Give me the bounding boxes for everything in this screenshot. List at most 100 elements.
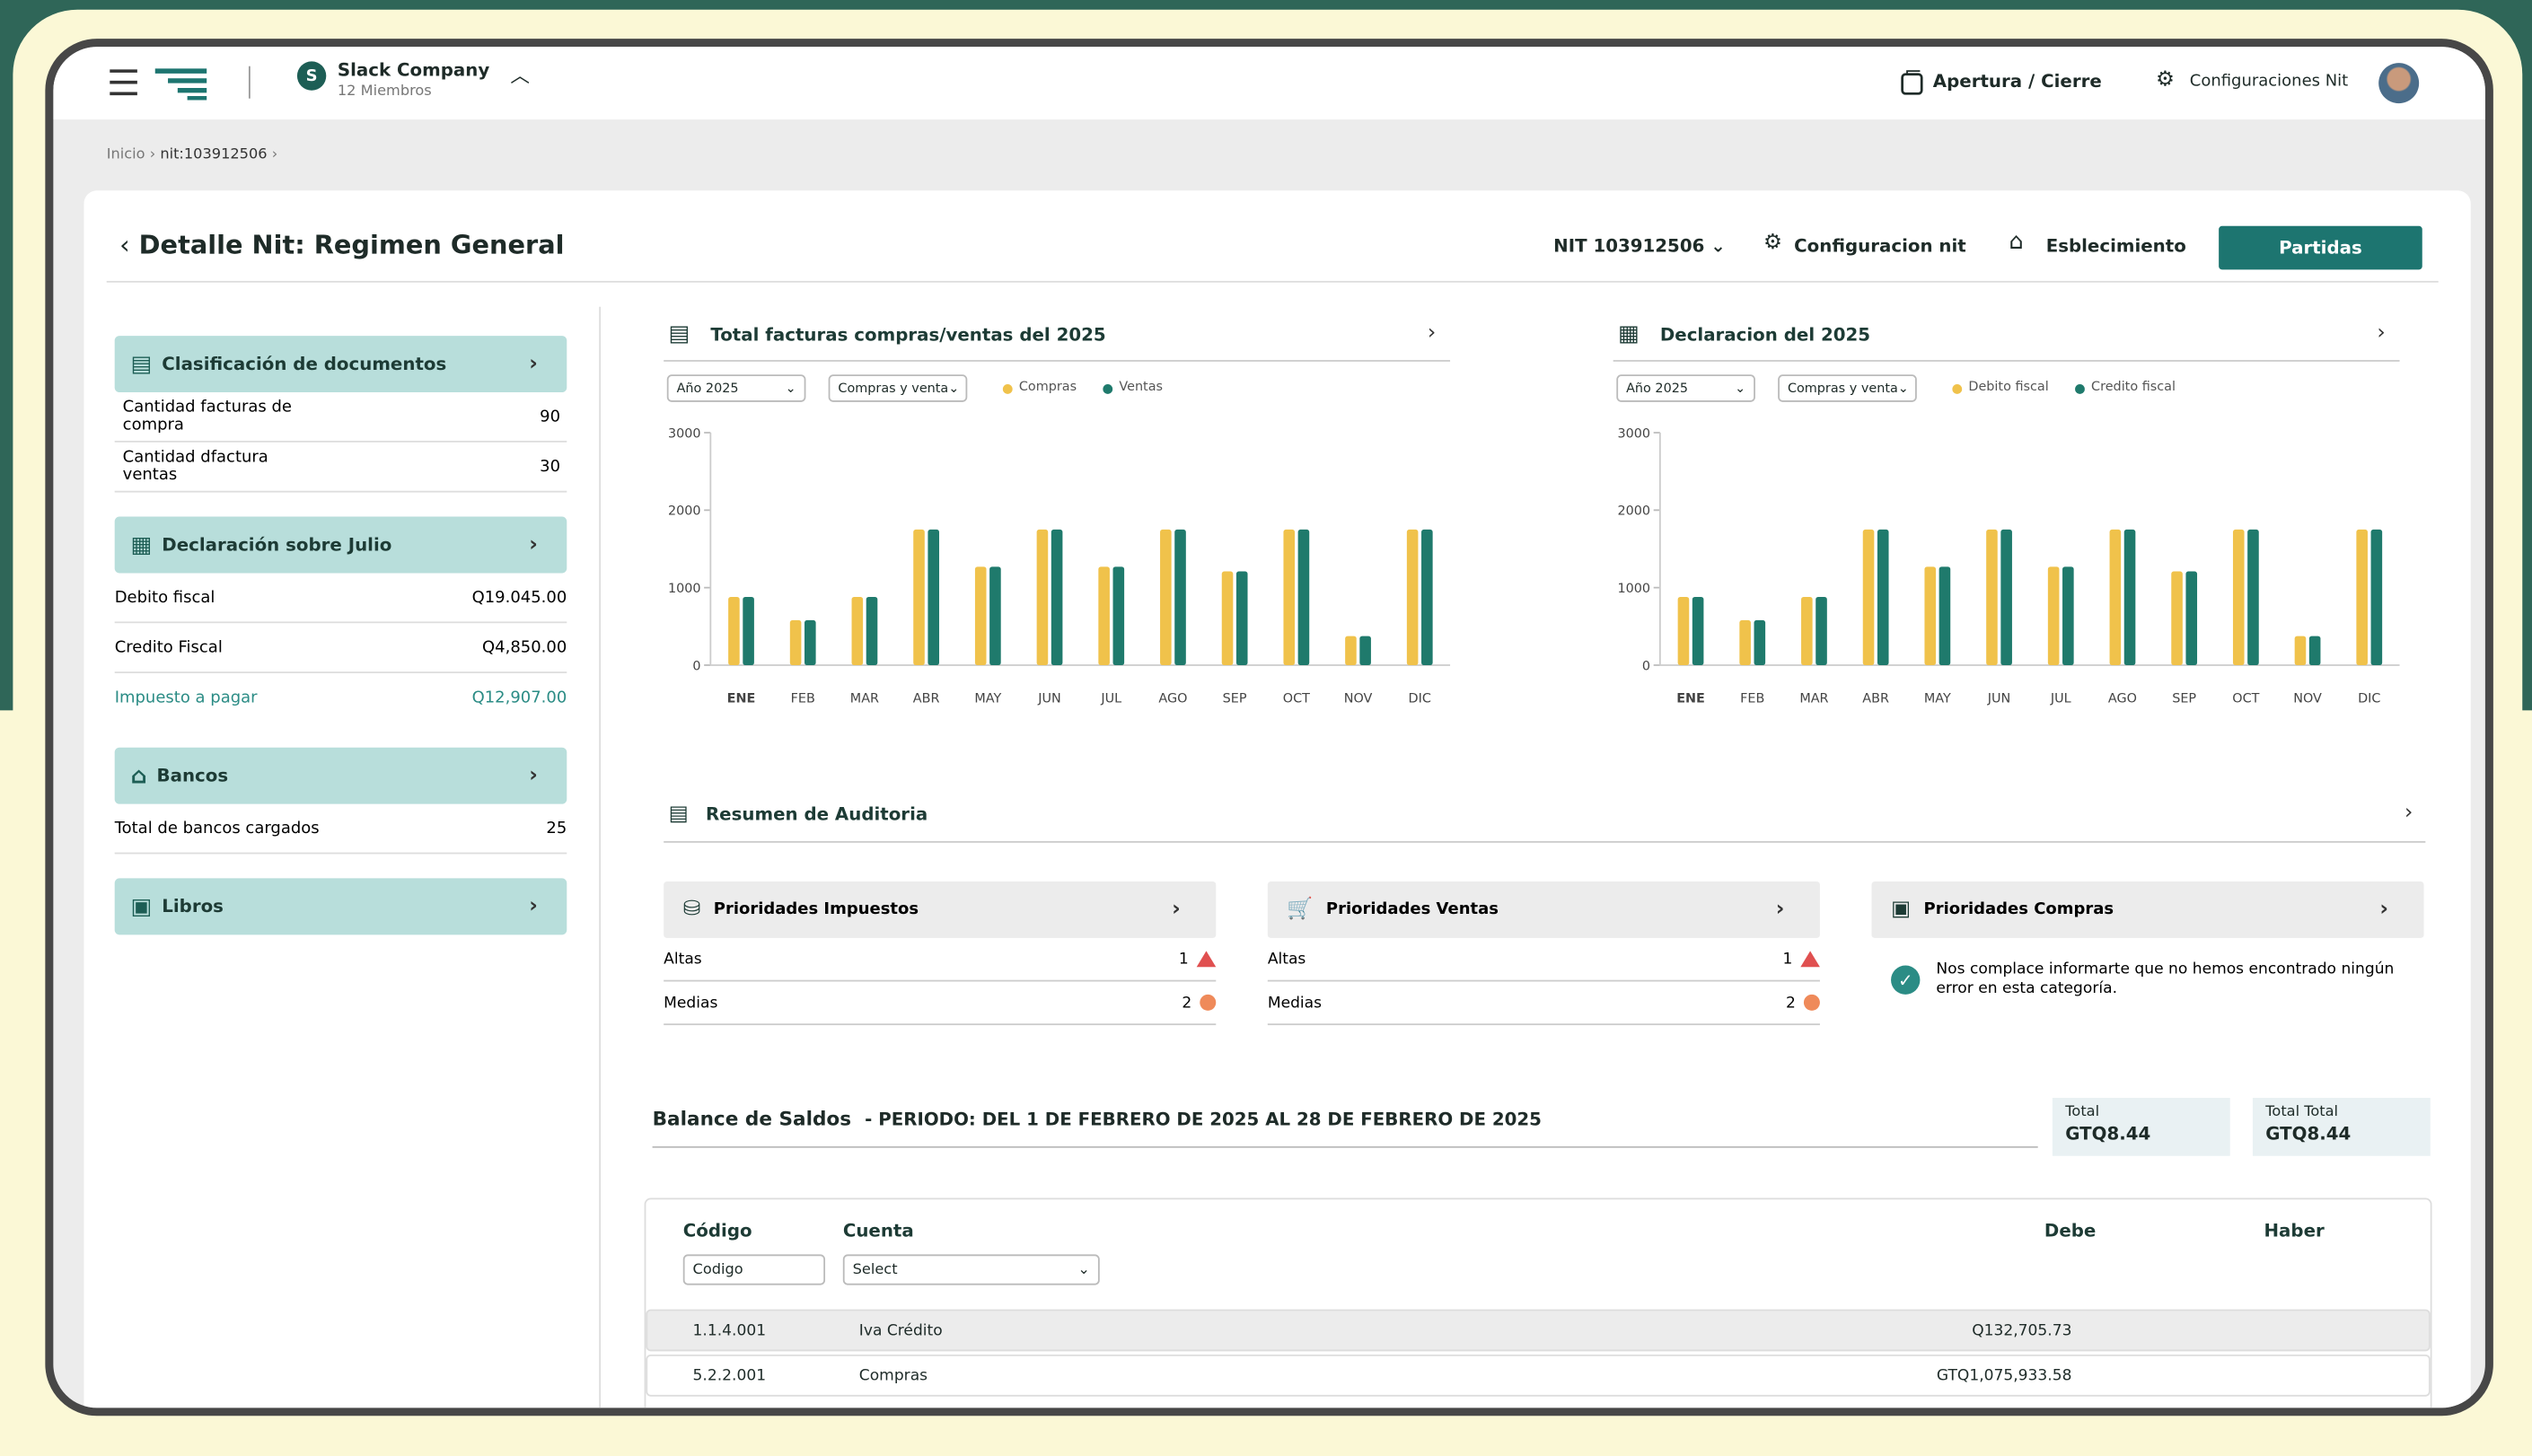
audit-card-chevron: › <box>1775 897 1785 922</box>
column-filter[interactable]: Codigo <box>682 1254 826 1285</box>
column-header: Haber <box>2264 1220 2325 1242</box>
priority-count: 2 <box>1786 993 1796 1012</box>
divider <box>599 306 602 1408</box>
section-icon: ▤ <box>130 351 153 377</box>
x-tick-label: MAR <box>1799 691 1828 706</box>
row-value: 30 <box>540 457 561 476</box>
priority-row: Altas 1 <box>664 938 1217 982</box>
bar <box>1283 529 1296 665</box>
row-label: Debito fiscal <box>114 588 215 607</box>
priority-badge <box>1196 951 1217 968</box>
audit-chevron[interactable]: › <box>2404 801 2413 826</box>
priority-row: Medias 2 <box>664 981 1217 1026</box>
apertura-link[interactable]: Apertura / Cierre <box>1932 71 2102 92</box>
bar <box>2356 529 2368 665</box>
cell-account: Iva Crédito <box>858 1321 943 1340</box>
x-tick-label: SEP <box>2172 691 2196 706</box>
breadcrumb-item[interactable]: nit:103912506 <box>160 146 268 163</box>
chart-title: Total facturas compras/ventas del 2025 <box>710 324 1106 346</box>
config-link[interactable]: Configuraciones Nit <box>2189 72 2349 91</box>
top-bar: S Slack Company 12 Miembros ︿ Apertura /… <box>53 47 2485 120</box>
legend-label: Compras <box>1018 379 1077 394</box>
chart-chevron[interactable]: › <box>2377 320 2386 346</box>
section-title: Clasificación de documentos <box>162 353 447 375</box>
row-label: Total de bancos cargados <box>114 819 320 838</box>
table-row[interactable]: 1.1.4.001 Iva Crédito Q132,705.73 <box>646 1309 2431 1352</box>
bar <box>1051 529 1063 665</box>
y-tick-label: 1000 <box>1617 582 1650 596</box>
bar <box>913 529 925 665</box>
x-tick-label: DIC <box>1409 691 1431 706</box>
priority-count-wrap: 1 <box>1179 950 1217 968</box>
filter-select[interactable]: Compras y venta ⌄ <box>828 374 968 402</box>
bar <box>1221 571 1234 665</box>
bar <box>866 597 878 665</box>
breadcrumb-item[interactable]: Inicio <box>106 146 145 163</box>
device: S Slack Company 12 Miembros ︿ Apertura /… <box>45 39 2493 1417</box>
audit-message: Nos complace informarte que no hemos enc… <box>1936 960 2395 998</box>
total-value: GTQ8.44 <box>2265 1123 2352 1145</box>
y-tick-label: 0 <box>692 659 700 673</box>
audit-card-header[interactable]: ▣ Prioridades Compras › <box>1871 881 2424 938</box>
chart-chevron[interactable]: › <box>1427 320 1437 346</box>
legend-dot <box>2075 384 2085 394</box>
section-icon: ▣ <box>130 893 153 920</box>
priority-count-wrap: 1 <box>1782 950 1820 968</box>
legend-label: Credito fiscal <box>2091 379 2176 394</box>
priority-label: Medias <box>664 993 718 1012</box>
audit-card-icon: ⛁ <box>682 897 701 922</box>
establecimiento-link[interactable]: Esblecimiento <box>2045 235 2186 257</box>
column-filter[interactable]: Select ⌄ <box>842 1254 1100 1285</box>
bar <box>1754 619 1766 665</box>
section-header[interactable]: ▤ Clasificación de documentos › <box>114 336 567 393</box>
x-tick-label: MAY <box>974 691 1001 706</box>
audit-card-header[interactable]: 🛒 Prioridades Ventas › <box>1267 881 1820 938</box>
bar <box>1359 636 1371 665</box>
x-tick-label: MAR <box>850 691 879 706</box>
x-tick-label: JUL <box>2050 691 2071 706</box>
back-button[interactable]: ‹ <box>119 229 130 260</box>
audit-ok: ✓ Nos complace informarte que no hemos en… <box>1871 960 2423 999</box>
filter-select[interactable]: Año 2025 ⌄ <box>1616 374 1755 402</box>
logo[interactable] <box>154 68 210 101</box>
audit-card-header[interactable]: ⛁ Prioridades Impuestos › <box>664 881 1217 938</box>
bar <box>789 619 802 665</box>
priority-row: Altas 1 <box>1267 938 1820 982</box>
row-value: 90 <box>540 408 561 425</box>
y-tick-label: 2000 <box>668 504 701 519</box>
section-header[interactable]: ▦ Declaración sobre Julio › <box>114 516 567 574</box>
config-nit-link[interactable]: Configuracion nit <box>1794 235 1966 257</box>
company-name[interactable]: Slack Company <box>337 59 490 81</box>
total-label: Total <box>2065 1104 2100 1121</box>
priority-label: Medias <box>1267 993 1323 1012</box>
chart-icon: ▤ <box>668 320 690 347</box>
divider <box>248 66 251 99</box>
filter-select[interactable]: Compras y venta ⌄ <box>1778 374 1917 402</box>
breadcrumb: Inicio › nit:103912506 › <box>106 146 278 163</box>
filter-select[interactable]: Año 2025 ⌄ <box>666 374 806 402</box>
table-row[interactable]: 5.2.2.001 Compras GTQ1,075,933.58 <box>646 1354 2431 1397</box>
bar <box>2123 529 2136 665</box>
cell-debe: GTQ1,075,933.58 <box>1936 1367 2072 1386</box>
row-value: Q19.045.00 <box>471 588 567 607</box>
section-chevron: › <box>529 763 538 788</box>
bar <box>1112 566 1125 665</box>
y-tick-label: 2000 <box>1617 504 1650 519</box>
section-header[interactable]: ⌂ Bancos › <box>114 747 567 804</box>
company-avatar[interactable]: S <box>296 61 327 91</box>
company-toggle[interactable]: ︿ <box>510 64 530 88</box>
user-avatar[interactable] <box>2378 63 2420 104</box>
audit-card: 🛒 Prioridades Ventas › Altas 1 Medias 2 <box>1267 881 1820 1026</box>
menu-icon[interactable] <box>108 68 140 97</box>
partidas-button[interactable]: Partidas <box>2219 225 2422 270</box>
bar <box>2247 529 2259 665</box>
legend-dot <box>1002 384 1013 394</box>
bar <box>1406 529 1419 665</box>
config-nit-icon: ⚙ <box>1763 231 1782 256</box>
balance-period: - PERIODO: DEL 1 DE FEBRERO DE 2025 AL 2… <box>865 1109 1542 1130</box>
bar <box>989 566 1001 665</box>
chart: 0 1000 2000 3000 ENE FEB MAR ABR MAY JUN JUL AGO SEP… <box>1617 426 2400 706</box>
nit-select[interactable]: NIT 103912506 ⌄ <box>1553 235 1726 257</box>
bar <box>2185 571 2198 665</box>
section-header[interactable]: ▣ Libros › <box>114 878 567 935</box>
